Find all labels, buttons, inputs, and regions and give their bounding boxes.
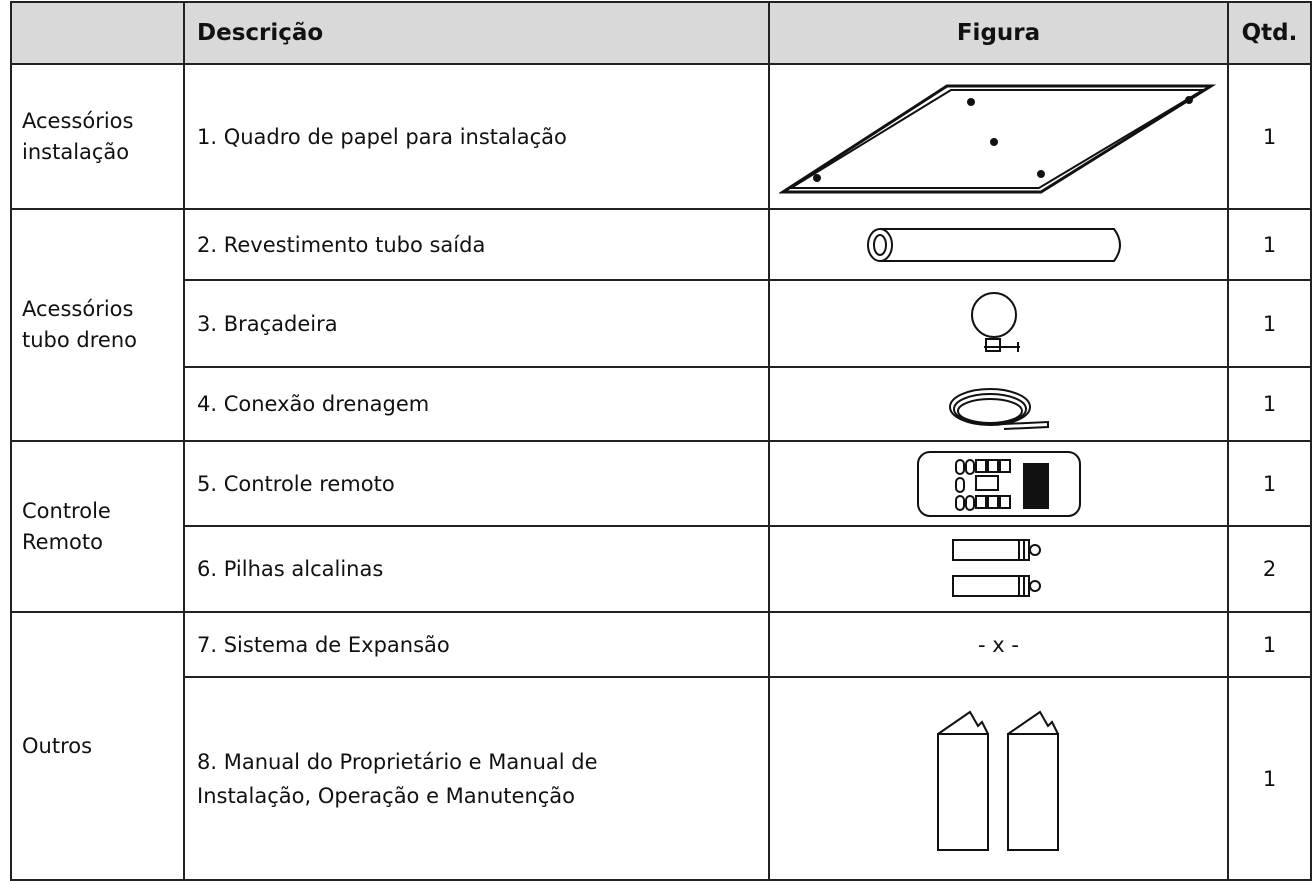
- group-cell: Acessórios tubo dreno: [10, 208, 185, 442]
- figure-cell: [768, 208, 1229, 281]
- row: 6. Pilhas alcalinas 2: [11, 525, 1312, 613]
- tube-figure: [866, 227, 1121, 262]
- description-cell: 6. Pilhas alcalinas: [183, 525, 770, 613]
- group-cell: Controle Remoto: [10, 440, 185, 613]
- paper-frame-figure: [778, 84, 1216, 194]
- header-cell: Qtd.: [1227, 1, 1312, 65]
- description: 8. Manual do Proprietário e Manual de In…: [197, 749, 598, 808]
- description-cell: 5. Controle remoto: [183, 440, 770, 527]
- qty: 1: [1227, 366, 1312, 442]
- remote-figure: [916, 450, 1081, 517]
- description: 1. Quadro de papel para instalação: [197, 124, 567, 149]
- row: Controle Remoto 5. Controle remoto 1: [10, 440, 1312, 613]
- group-label: Outros: [22, 733, 93, 758]
- description-cell: 8. Manual do Proprietário e Manual de In…: [183, 676, 770, 881]
- header-row: Descrição Figura Qtd.: [10, 1, 1312, 65]
- row: Acessórios instalação 1. Quadro de papel…: [10, 63, 1312, 210]
- description-cell: 3. Braçadeira: [183, 279, 770, 368]
- figure-cell: [768, 366, 1229, 442]
- description: 2. Revestimento tubo saída: [197, 232, 486, 257]
- qty: 1: [1227, 440, 1312, 527]
- qty: 1: [1227, 208, 1312, 281]
- group-cell: Acessórios instalação: [10, 63, 185, 210]
- group-label: Acessórios instalação: [22, 108, 134, 164]
- description-cell: 2. Revestimento tubo saída: [183, 208, 770, 281]
- figure-text: - x -: [768, 611, 1229, 678]
- qty: 1: [1227, 63, 1312, 210]
- description-cell: 7. Sistema de Expansão: [183, 611, 770, 678]
- description-cell: 1. Quadro de papel para instalação: [183, 63, 770, 210]
- row: 3. Braçadeira 1: [11, 279, 1312, 368]
- row: Outros 7. Sistema de Expansão - x - 1: [10, 611, 1312, 881]
- row: 4. Conexão drenagem 1: [11, 366, 1312, 442]
- group-cell: Outros: [10, 611, 185, 881]
- batteries-figure: [951, 539, 1041, 597]
- description: 3. Braçadeira: [197, 311, 338, 336]
- group-label: Acessórios tubo dreno: [22, 297, 137, 352]
- figure-cell: [768, 279, 1229, 368]
- qty: 2: [1227, 525, 1312, 613]
- manuals-figure: [936, 710, 1059, 851]
- figure-cell: [768, 440, 1229, 527]
- header-cell: Figura: [768, 1, 1229, 65]
- accessories-table: Descrição Figura Qtd. Acessórios instala…: [10, 1, 1312, 881]
- row: Acessórios tubo dreno 2. Revestimento tu…: [10, 208, 1312, 442]
- description-cell: 4. Conexão drenagem: [183, 366, 770, 442]
- description: 6. Pilhas alcalinas: [197, 557, 384, 581]
- qty: 1: [1227, 676, 1312, 881]
- group-label: Controle Remoto: [22, 498, 111, 554]
- figure-cell: [768, 63, 1229, 210]
- figure-cell: [768, 676, 1229, 881]
- header-empty: [10, 1, 185, 65]
- row: 8. Manual do Proprietário e Manual de In…: [11, 676, 1312, 881]
- header-cell: Descrição: [183, 1, 770, 65]
- hose-figure: [948, 387, 1049, 430]
- qty: 1: [1227, 611, 1312, 678]
- clamp-figure: [970, 291, 1020, 352]
- description: 4. Conexão drenagem: [197, 392, 430, 416]
- qty: 1: [1227, 279, 1312, 368]
- description: 7. Sistema de Expansão: [197, 632, 450, 657]
- figure-cell: [768, 525, 1229, 613]
- description: 5. Controle remoto: [197, 471, 395, 496]
